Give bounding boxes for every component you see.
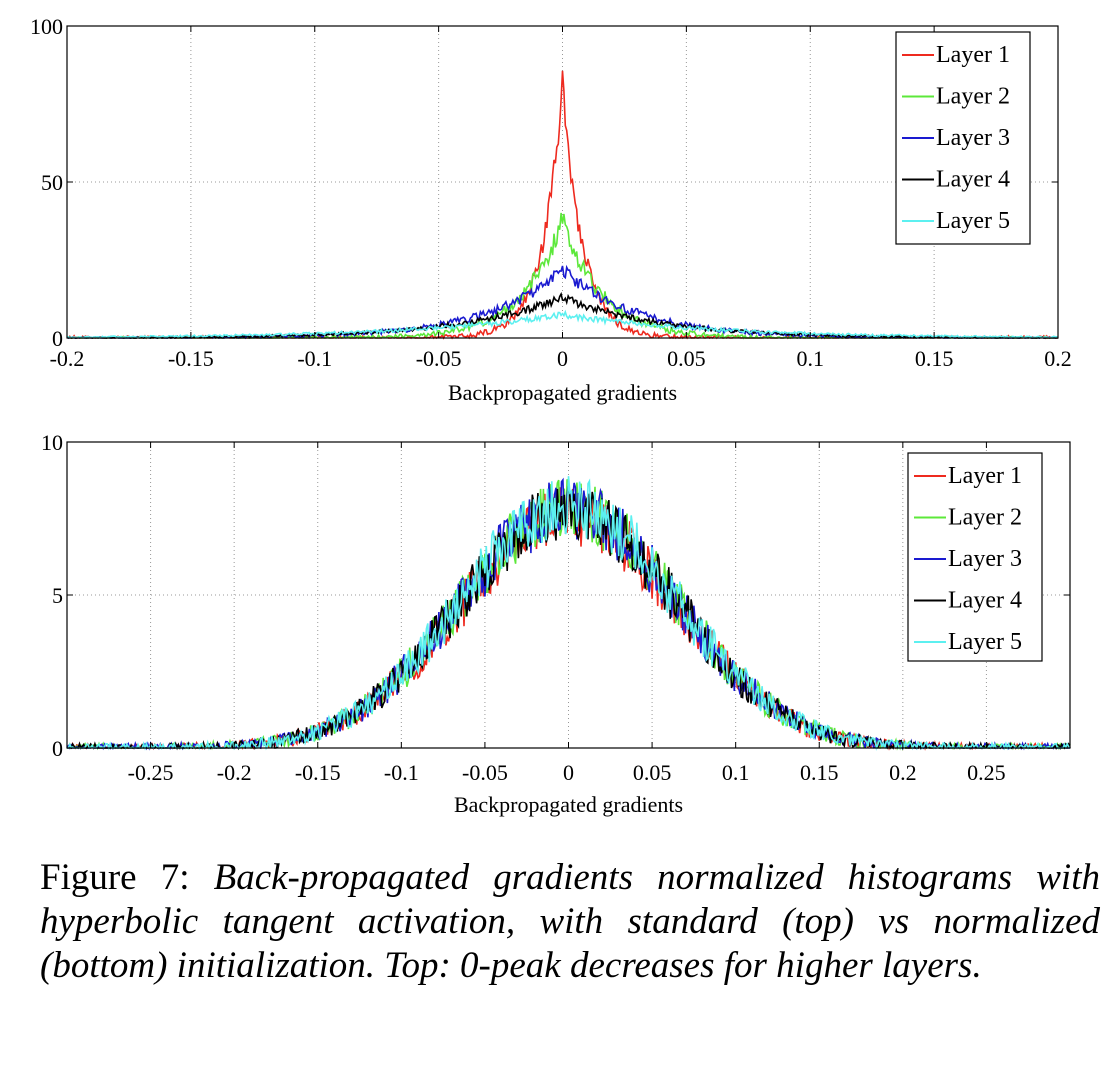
- x-axis-label: Backpropagated gradients: [454, 792, 683, 817]
- x-tick-label: -0.15: [295, 760, 341, 785]
- x-tick-label: -0.15: [168, 346, 214, 371]
- x-tick-label: 0.1: [797, 346, 825, 371]
- figure-caption: Figure 7: Back-propagated gradients norm…: [40, 856, 1100, 988]
- x-tick-label: 0.15: [800, 760, 839, 785]
- x-tick-label: 0.15: [915, 346, 954, 371]
- figure-canvas: -0.2 -0.15 -0.1 -0.05 0 0.05 0.1 0.15 0.2050100B…: [30, 14, 1072, 817]
- y-tick-label: 0: [52, 736, 63, 761]
- x-tick-label: -0.05: [416, 346, 462, 371]
- y-tick-label: 100: [30, 14, 63, 39]
- legend-box: [907, 452, 1043, 662]
- legend-label: Layer 2: [936, 84, 1010, 110]
- y-tick-label: 50: [41, 170, 63, 195]
- legend-label: Layer 1: [948, 463, 1022, 489]
- x-tick-label: -0.25: [128, 760, 174, 785]
- x-tick-label: 0.05: [633, 760, 672, 785]
- legend: Layer 1 Layer 2 Layer 3 Layer 4 Layer 5: [907, 452, 1043, 662]
- x-tick-label: 0.1: [722, 760, 750, 785]
- top-histogram-chart: -0.2 -0.15 -0.1 -0.05 0 0.05 0.1 0.15 0.2 0 50 100 B…: [30, 14, 1072, 405]
- x-tick-label: 0.2: [889, 760, 917, 785]
- legend-label: Layer 5: [936, 208, 1010, 234]
- bottom-histogram-chart: -0.25 -0.2 -0.15 -0.1 -0.05 0 0.05 0.1 0.15 0.2 0.…: [41, 430, 1071, 817]
- legend-label: Layer 3: [936, 125, 1010, 151]
- x-tick-label: -0.2: [50, 346, 85, 371]
- caption-text: Back-propagated gradients normalized his…: [40, 857, 1100, 986]
- x-tick-label: 0.05: [667, 346, 706, 371]
- y-tick-label: 5: [52, 583, 63, 608]
- x-tick-label: 0: [563, 760, 574, 785]
- x-tick-label: -0.2: [217, 760, 252, 785]
- legend-label: Layer 1: [936, 42, 1010, 68]
- x-tick-label: -0.05: [462, 760, 508, 785]
- x-tick-label: 0.25: [967, 760, 1006, 785]
- x-axis-label: Backpropagated gradients: [448, 380, 677, 405]
- caption-label: Figure 7:: [40, 857, 190, 898]
- y-tick-label: 0: [52, 326, 63, 351]
- legend-label: Layer 4: [936, 167, 1010, 193]
- legend-label: Layer 3: [948, 546, 1022, 572]
- legend-label: Layer 4: [948, 588, 1022, 614]
- y-tick-label: 10: [41, 430, 63, 455]
- x-tick-label: 0.2: [1044, 346, 1072, 371]
- x-tick-label: -0.1: [384, 760, 419, 785]
- legend-label: Layer 5: [948, 629, 1022, 655]
- legend-label: Layer 2: [948, 505, 1022, 531]
- series-line-layer-5: [66, 309, 1059, 339]
- legend: Layer 1 Layer 2 Layer 3 Layer 4 Layer 5: [895, 31, 1031, 245]
- x-tick-label: 0: [557, 346, 568, 371]
- x-tick-label: -0.1: [297, 346, 332, 371]
